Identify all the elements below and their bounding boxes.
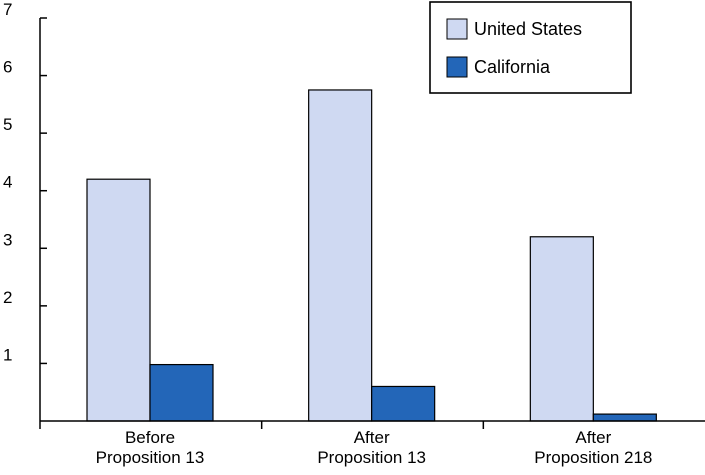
bar-california-1	[371, 385, 436, 422]
y-tick-label: 5	[3, 115, 12, 134]
x-category-label: Before Proposition 13	[96, 428, 205, 467]
legend-label-california: California	[474, 57, 551, 77]
bar-united-states-1	[308, 89, 373, 422]
x-category-label-line: Proposition 13	[96, 448, 205, 467]
x-category-label: After Proposition 13	[317, 428, 426, 467]
bar-california-2	[592, 413, 657, 422]
x-category-label-line: After	[575, 428, 611, 447]
legend: United States California	[429, 1, 632, 94]
bar-california-0	[149, 363, 214, 422]
x-category-label-line: Before	[125, 428, 175, 447]
y-tick-label: 6	[3, 58, 12, 77]
bars-group	[86, 89, 657, 422]
x-category-label-line: After	[354, 428, 390, 447]
y-tick-label: 4	[3, 173, 12, 192]
bar-united-states-0	[86, 178, 151, 422]
y-tick-label: 7	[3, 0, 12, 19]
legend-swatch-united-states	[446, 18, 468, 40]
legend-box	[429, 1, 632, 94]
legend-label-united-states: United States	[474, 19, 582, 39]
y-tick-label: 2	[3, 288, 12, 307]
x-category-label-line: Proposition 218	[534, 448, 652, 467]
bar-united-states-2	[529, 236, 594, 422]
y-tick-label: 3	[3, 230, 12, 249]
y-ticks-group: 1 2 3 4 5 6 7	[3, 0, 47, 364]
x-category-label: After Proposition 218	[534, 428, 652, 467]
axes-group	[39, 18, 705, 422]
y-tick-label: 1	[3, 345, 12, 364]
legend-swatch-california	[446, 56, 468, 78]
x-category-label-line: Proposition 13	[317, 448, 426, 467]
